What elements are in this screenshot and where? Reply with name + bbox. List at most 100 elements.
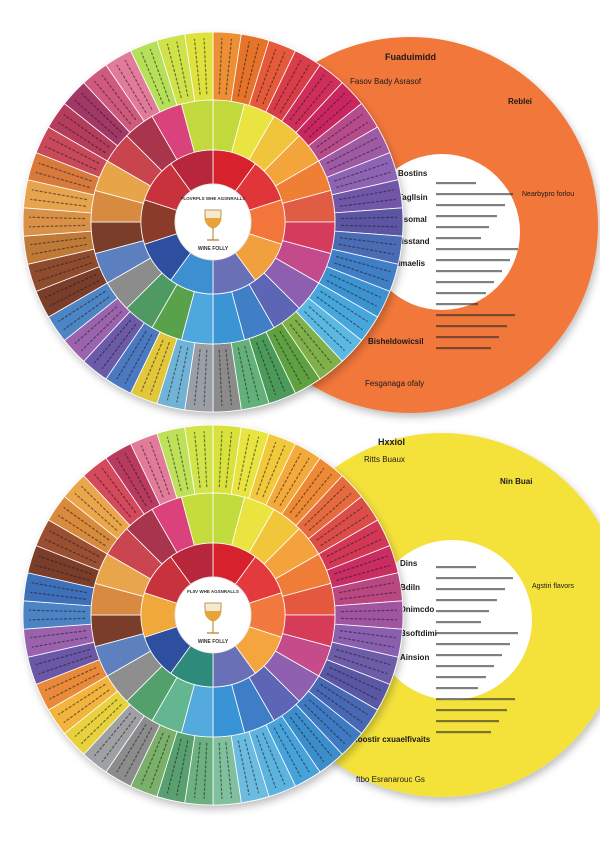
bottom-card-heading: Hxxiol [378, 437, 405, 447]
top-card-bottom-heading: Bisheldowicsil [368, 337, 424, 346]
wine-fill-icon [204, 611, 222, 621]
card-text-line [436, 643, 510, 646]
bottom-outer-label-stroke [308, 492, 352, 531]
top-outer-label-stroke [334, 262, 388, 282]
top-outer-label-stroke [273, 60, 302, 110]
top-outer-label-stroke [203, 349, 208, 406]
bottom-outer-label-stroke [294, 712, 332, 757]
bottom-outer-label-stroke [316, 506, 363, 541]
bottom-outer-label-stroke [338, 582, 395, 594]
top-card-list-label-1: Tagllsin [398, 193, 428, 202]
bottom-outer-label-stroke [304, 485, 345, 526]
top-card-bottom-sub: Fesganaga ofaly [365, 379, 424, 388]
card-text-line [436, 237, 481, 240]
bottom-outer-label-stroke [116, 457, 147, 507]
top-outer-label-stroke [31, 243, 88, 255]
top-outer-label-stroke [193, 349, 201, 406]
top-outer-label-stroke [336, 255, 391, 273]
bottom-card-list-label-1: Bdiln [400, 583, 420, 592]
bottom-outer-label-stroke [38, 655, 92, 675]
top-outer-label-stroke [279, 64, 310, 114]
bottom-hub-title: FLIIV WHE AGSNRALLS [187, 589, 239, 594]
bottom-outer-label-stroke [244, 738, 260, 794]
bottom-outer-label-stroke [44, 538, 97, 564]
top-outer-label-stroke [38, 262, 92, 282]
bottom-card-list-label-4: Ainsion [400, 653, 429, 662]
top-outer-label-stroke [116, 64, 147, 114]
top-outer-label-stroke [29, 216, 86, 220]
card-text-line [436, 292, 486, 295]
bottom-card-text-lines [436, 566, 518, 734]
top-outer-label-stroke [289, 323, 325, 370]
top-outer-label-stroke [29, 224, 86, 228]
top-outer-label-stroke [57, 121, 106, 154]
bottom-outer-label-stroke [57, 683, 106, 716]
top-outer-label-stroke [94, 319, 132, 364]
top-outer-label-stroke [225, 349, 233, 406]
card-text-line [436, 248, 518, 251]
top-card-side-label: Reblei [508, 97, 532, 106]
top-outer-label-stroke [149, 342, 170, 396]
card-text-line [436, 654, 502, 657]
bottom-outer-label-stroke [326, 530, 377, 557]
bottom-outer-label-stroke [338, 636, 395, 648]
bottom-outer-label-stroke [218, 431, 223, 488]
top-outer-label-stroke [74, 99, 118, 138]
top-outer-label-stroke [294, 80, 332, 125]
top-outer-label-stroke [81, 92, 122, 133]
card-text-line [436, 347, 491, 350]
bottom-info-disc-center [372, 540, 532, 700]
bottom-outer-label-stroke [340, 609, 397, 613]
top-card-side-label-right: Nearbypro forlou [522, 191, 574, 198]
top-outer-label-stroke [326, 137, 377, 164]
top-outer-label-stroke [334, 162, 388, 182]
bottom-outer-label-stroke [101, 467, 137, 514]
top-outer-label-stroke [218, 38, 223, 95]
top-outer-label-stroke [94, 80, 132, 125]
top-outer-label-stroke [320, 121, 369, 154]
top-outer-label-stroke [149, 48, 170, 102]
bottom-outer-label-stroke [101, 716, 137, 763]
bottom-outer-label-stroke [140, 445, 164, 498]
bottom-outer-label-stroke [63, 689, 110, 724]
bottom-outer-label-stroke [149, 441, 170, 495]
top-outer-label-stroke [304, 92, 345, 133]
bottom-outer-label-stroke [124, 727, 153, 777]
bottom-outer-label-stroke [166, 436, 182, 492]
top-outer-label-stroke [74, 306, 118, 345]
top-outer-label-stroke [193, 38, 201, 95]
top-hub-brand: WINE FOLLY [198, 246, 229, 252]
bottom-outer-label-stroke [320, 514, 369, 547]
top-outer-label-stroke [166, 43, 182, 99]
bottom-outer-label-stroke [74, 699, 118, 738]
top-outer-label-stroke [262, 52, 286, 105]
bottom-outer-label-stroke [289, 716, 325, 763]
bottom-outer-label-stroke [193, 431, 201, 488]
card-text-line [436, 204, 505, 207]
bottom-outer-label-stroke [218, 742, 223, 799]
top-outer-label-stroke [256, 48, 277, 102]
bottom-outer-label-stroke [336, 648, 391, 666]
card-text-line [436, 731, 491, 734]
bottom-outer-label-stroke [44, 666, 97, 692]
bottom-outer-label-stroke [81, 485, 122, 526]
top-outer-label-stroke [35, 255, 90, 273]
top-outer-label-stroke [244, 43, 260, 99]
top-outer-label-stroke [176, 347, 189, 403]
bottom-outer-label-stroke [320, 683, 369, 716]
bottom-outer-label-stroke [289, 467, 325, 514]
top-outer-label-stroke [124, 60, 153, 110]
bottom-outer-label-stroke [329, 538, 382, 564]
top-outer-label-stroke [339, 198, 396, 207]
bottom-outer-label-stroke [149, 735, 170, 789]
bottom-outer-label-stroke [273, 727, 302, 777]
top-card-list-label-3: Hsstand [398, 237, 430, 246]
card-text-line [436, 676, 486, 679]
top-card-list-label-2: Bsomal [398, 215, 427, 224]
top-outer-label-stroke [101, 323, 137, 370]
top-outer-label-stroke [81, 311, 122, 352]
top-outer-label-stroke [30, 198, 87, 207]
bottom-card-side-label: Nin Buai [500, 477, 532, 486]
top-outer-label-stroke [44, 145, 97, 171]
bottom-outer-label-stroke [63, 506, 110, 541]
